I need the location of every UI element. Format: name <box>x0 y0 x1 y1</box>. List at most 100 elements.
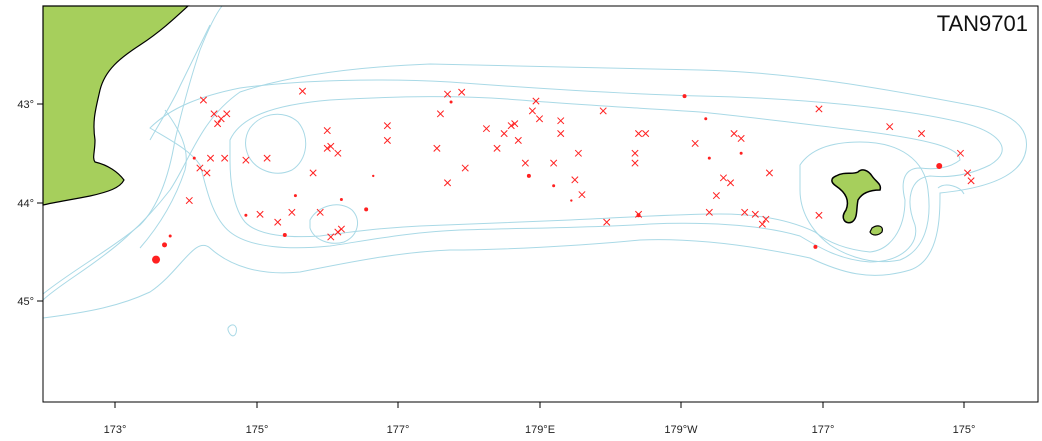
x-tick-label: 175° <box>246 424 269 436</box>
trawl-station-cross <box>557 129 565 138</box>
trawl-station-cross <box>631 159 639 167</box>
catch-circle <box>293 194 297 198</box>
trawl-station-cross <box>917 129 926 138</box>
y-axis-ticks <box>37 103 43 302</box>
trawl-station-cross <box>482 125 490 133</box>
trawl-station-cross <box>203 169 211 177</box>
trawl-station-cross <box>535 115 544 123</box>
catch-circle <box>449 100 453 104</box>
catch-circle <box>244 213 248 217</box>
trawl-station-cross <box>443 179 452 187</box>
trawl-station-cross <box>458 88 466 96</box>
trawl-station-cross <box>691 139 699 147</box>
y-tick-label: 44° <box>17 198 34 210</box>
catch-circle <box>339 198 343 202</box>
trawl-station-cross <box>815 211 823 219</box>
x-tick-label: 175° <box>953 424 976 436</box>
catch-circle <box>682 94 687 99</box>
trawl-station-cross <box>500 129 508 138</box>
near-shore-contour <box>42 5 223 295</box>
x-tick-label: 179°W <box>664 424 698 436</box>
trawl-station-cross <box>217 115 225 123</box>
chatham-island <box>831 169 882 224</box>
y-tick-label: 45° <box>17 296 34 308</box>
south-island-coast <box>42 5 190 206</box>
catch-circle <box>570 199 573 202</box>
trawl-station-cross <box>521 159 529 167</box>
trawl-station-cross <box>206 154 215 162</box>
trawl-station-cross <box>196 164 204 172</box>
seamount-contour <box>309 204 359 244</box>
catch-circle <box>282 233 287 238</box>
trawl-station-cross <box>956 149 965 157</box>
shelf-contour <box>149 79 1003 263</box>
trawl-station-cross <box>737 134 745 143</box>
catch-circle <box>813 244 818 249</box>
map-background <box>43 6 1038 402</box>
trawl-station-cross <box>493 144 501 152</box>
trawl-station-cross <box>461 164 469 172</box>
catch-circles <box>152 94 943 264</box>
trawl-station-cross <box>557 117 565 125</box>
trawl-station-cross <box>726 179 735 187</box>
catch-circle <box>526 173 531 178</box>
trawl-station-cross <box>631 149 639 157</box>
trawl-station-cross <box>634 210 643 218</box>
catch-circle <box>192 156 196 160</box>
catch-circle <box>704 117 708 121</box>
trawl-station-cross <box>274 218 282 226</box>
catch-circle <box>152 255 161 264</box>
trawl-station-cross <box>758 220 766 228</box>
land <box>42 5 883 236</box>
pitt-island <box>869 225 883 236</box>
trawl-station-cross <box>185 196 193 205</box>
catch-circle <box>739 151 743 155</box>
trawl-station-cross <box>963 169 972 177</box>
catch-circle <box>936 163 943 170</box>
trawl-station-cross <box>751 210 759 218</box>
trawl-station-cross <box>223 110 231 118</box>
x-tick-label: 179°E <box>525 424 555 436</box>
trawl-station-cross <box>532 97 540 105</box>
trawl-station-cross <box>507 122 515 130</box>
trawl-station-cross <box>705 208 713 216</box>
trawl-station-cross <box>263 154 271 162</box>
trawl-station-cross <box>214 120 222 128</box>
trawl-station-cross <box>634 129 643 138</box>
trawl-station-cross <box>337 225 345 233</box>
catch-circle <box>364 207 369 212</box>
trawl-station-cross <box>316 208 324 216</box>
trawl-station-cross <box>323 127 331 135</box>
trawl-station-cross <box>574 149 582 157</box>
catch-circle <box>636 213 641 218</box>
x-axis-ticks <box>114 402 965 408</box>
trawl-station-cross <box>242 156 250 164</box>
canyon-contour-1 <box>149 24 211 141</box>
trawl-station-cross <box>288 208 296 216</box>
trawl-station-cross <box>433 144 441 152</box>
trawl-station-cross <box>221 154 229 162</box>
x-tick-label: 177° <box>812 424 835 436</box>
trawl-station-cross <box>511 120 519 128</box>
x-tick-label: 173° <box>104 424 127 436</box>
catch-circle <box>552 184 556 188</box>
trawl-station-cross <box>298 87 307 95</box>
depth-contours <box>42 5 1027 337</box>
trawl-station-cross <box>436 110 445 118</box>
trawl-station-cross <box>514 136 522 144</box>
trawl-station-cross <box>334 149 342 157</box>
trawl-station-cross <box>967 177 975 185</box>
trawl-station-cross <box>719 174 728 182</box>
trawl-station-cross <box>642 129 650 138</box>
trawl-station-cross <box>886 123 894 131</box>
trawl-station-cross <box>383 136 391 144</box>
outer-contour <box>42 63 1027 319</box>
trawl-station-cross <box>210 110 218 118</box>
trawl-station-cross <box>327 142 335 150</box>
mernoo-bank-contour <box>245 113 307 174</box>
trawl-station-cross <box>309 169 317 177</box>
trawl-station-cross <box>256 210 264 218</box>
trawl-station-cross <box>323 144 331 152</box>
trawl-station-cross <box>741 208 749 216</box>
